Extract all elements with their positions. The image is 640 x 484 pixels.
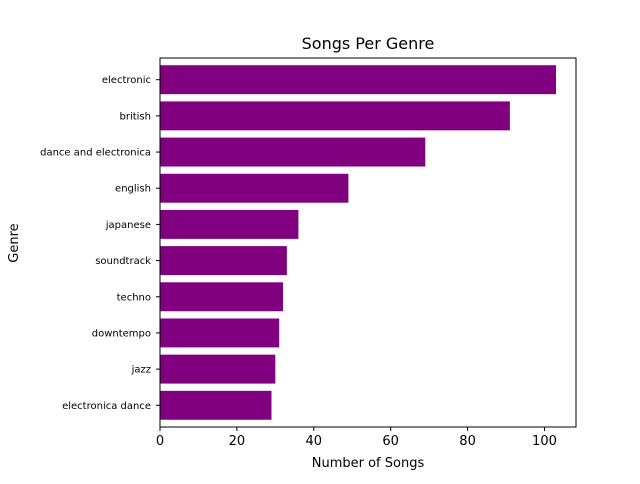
y-tick-label: electronica dance [62, 401, 151, 412]
chart-title: Songs Per Genre [302, 34, 435, 53]
x-tick-label: 100 [532, 434, 557, 449]
x-tick-label: 80 [459, 434, 476, 449]
x-axis-label: Number of Songs [312, 456, 425, 471]
y-tick-label: downtempo [92, 328, 151, 339]
plot-frame [159, 57, 577, 428]
y-ticks-group: electronic british dance and electronica en… [40, 75, 160, 412]
bar-electronica-dance [160, 390, 272, 420]
bar-electronic [160, 65, 557, 95]
y-tick-label: electronic [102, 75, 151, 86]
x-tick-label: 0 [156, 434, 164, 449]
bar-english [160, 173, 349, 203]
bar-jazz [160, 354, 276, 384]
x-tick-label: 60 [382, 434, 399, 449]
bars-group [160, 65, 557, 420]
x-ticks-group: 0 20 40 60 80 100 [156, 427, 557, 449]
y-tick-label: english [115, 184, 151, 195]
bar-british [160, 101, 510, 131]
y-tick-label: soundtrack [95, 256, 151, 267]
bar-japanese [160, 209, 299, 239]
bar-downtempo [160, 318, 280, 348]
x-tick-label: 40 [306, 434, 323, 449]
bar-dance-and-electronica [160, 137, 426, 167]
y-axis-label: Genre [7, 223, 22, 262]
y-tick-label: british [120, 111, 151, 122]
bar-techno [160, 282, 284, 312]
y-tick-label: dance and electronica [40, 148, 151, 159]
y-tick-label: techno [117, 292, 151, 303]
y-tick-label: japanese [105, 220, 151, 231]
y-tick-label: jazz [131, 365, 151, 376]
bar-soundtrack [160, 246, 287, 276]
x-tick-label: 20 [229, 434, 246, 449]
